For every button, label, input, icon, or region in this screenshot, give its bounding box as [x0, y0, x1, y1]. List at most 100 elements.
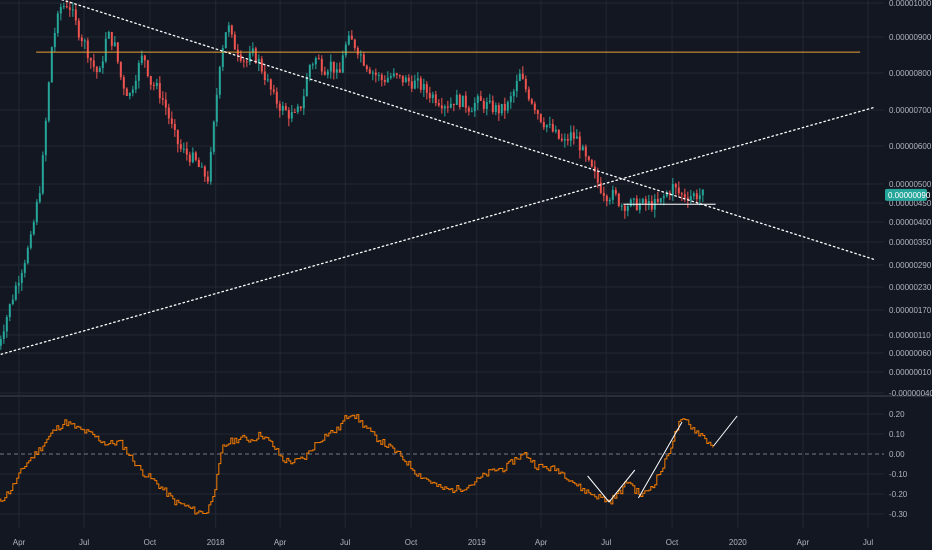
price-tick-label: 0.00000700 [889, 106, 932, 115]
candle-down [437, 103, 440, 106]
candle-up [443, 106, 446, 109]
candle-up [620, 205, 623, 207]
candle-down [521, 73, 524, 79]
candle-down [194, 152, 197, 160]
last-price-badge-bg [885, 188, 927, 201]
candle-down [557, 129, 560, 139]
candle-down [440, 105, 443, 109]
ascending-trendline[interactable] [0, 106, 876, 356]
oscillator-tick-label: 0.10 [889, 430, 905, 439]
candle-down [434, 94, 437, 104]
oscillator-tick-label: -0.10 [889, 470, 908, 479]
candle-up [404, 77, 407, 83]
lower-highs-line[interactable] [587, 469, 636, 503]
candle-up [371, 72, 374, 74]
candle-up [17, 282, 20, 286]
price-tick-label: 0.00000230 [889, 283, 932, 292]
candle-up [461, 95, 464, 107]
candle-down [614, 189, 617, 194]
candle-down [332, 61, 335, 73]
candle-up [2, 331, 5, 340]
candle-down [458, 94, 461, 107]
candle-up [422, 84, 425, 90]
candle-up [218, 66, 221, 95]
candle-up [569, 132, 572, 141]
time-tick-label: Apr [274, 538, 287, 547]
candle-up [212, 121, 215, 152]
candle-down [293, 112, 296, 114]
price-tick-label: 0.00000010 [889, 368, 932, 377]
candle-down [146, 60, 149, 77]
candle-down [278, 103, 281, 111]
candle-up [545, 124, 548, 128]
candle-down [644, 199, 647, 205]
candle-up [689, 196, 692, 201]
candle-up [266, 79, 269, 81]
candle-up [554, 129, 557, 132]
candle-down [173, 123, 176, 130]
candle-down [677, 187, 680, 194]
candle-down [197, 159, 200, 167]
candle-down [338, 69, 341, 73]
candle-down [560, 138, 563, 141]
oscillator-axis[interactable]: 0.20 0.10 0.00 -0.10 -0.20 -0.30 [889, 410, 908, 519]
candle-up [641, 199, 644, 204]
oscillator-tick-label: 0.20 [889, 410, 905, 419]
price-pane[interactable] [0, 0, 876, 356]
oscillator-pane[interactable] [0, 414, 884, 515]
candle-up [494, 105, 497, 112]
price-tick-label: 0.00001000 [889, 0, 932, 8]
candle-down [530, 99, 533, 104]
candle-up [515, 80, 518, 92]
candle-up [341, 55, 344, 73]
candle-up [35, 201, 38, 223]
candle-down [533, 103, 536, 111]
candle-down [365, 65, 368, 70]
candle-up [83, 40, 86, 42]
candle-down [536, 110, 539, 114]
price-axis[interactable]: 0.00001000 0.00000900 0.00000800 0.00000700… [889, 0, 932, 398]
candle-down [395, 73, 398, 75]
candle-down [674, 183, 677, 188]
time-tick-label: Oct [144, 538, 157, 547]
candle-up [476, 96, 479, 103]
candle-up [311, 64, 314, 66]
candle-up [632, 198, 635, 200]
candle-down [122, 77, 125, 89]
candle-down [410, 81, 413, 89]
candle-up [413, 80, 416, 89]
candle-up [134, 80, 137, 90]
candle-down [407, 77, 410, 82]
candle-down [188, 154, 191, 163]
candle-up [335, 69, 338, 73]
descending-trendline[interactable] [58, 0, 876, 261]
candle-up [0, 339, 2, 346]
candle-down [539, 113, 542, 123]
candle-down [230, 25, 233, 35]
candle-up [470, 111, 473, 113]
candle-down [233, 34, 236, 50]
candle-up [20, 272, 23, 283]
candle-down [239, 54, 242, 61]
time-tick-label: Jul [79, 538, 89, 547]
candle-down [401, 75, 404, 83]
candle-down [269, 79, 272, 90]
candle-up [182, 148, 185, 150]
candle-down [362, 54, 365, 66]
time-axis[interactable]: Apr Jul Oct 2018 Apr Jul Oct 2019 Apr Jul Oct 2020 A… [13, 538, 874, 547]
oscillator-tick-label: -0.30 [889, 510, 908, 519]
candle-down [428, 92, 431, 99]
candle-up [377, 74, 380, 76]
candle-down [605, 195, 608, 202]
time-tick-label: Apr [797, 538, 810, 547]
candle-up [113, 42, 116, 46]
projection-line[interactable] [713, 415, 738, 447]
candle-up [326, 71, 329, 75]
candle-up [101, 61, 104, 69]
candle-up [11, 299, 14, 305]
candle-up [62, 6, 65, 8]
trend-up-line[interactable] [637, 421, 683, 499]
candle-up [227, 25, 230, 33]
time-tick-label: Jul [340, 538, 350, 547]
candle-down [284, 105, 287, 111]
